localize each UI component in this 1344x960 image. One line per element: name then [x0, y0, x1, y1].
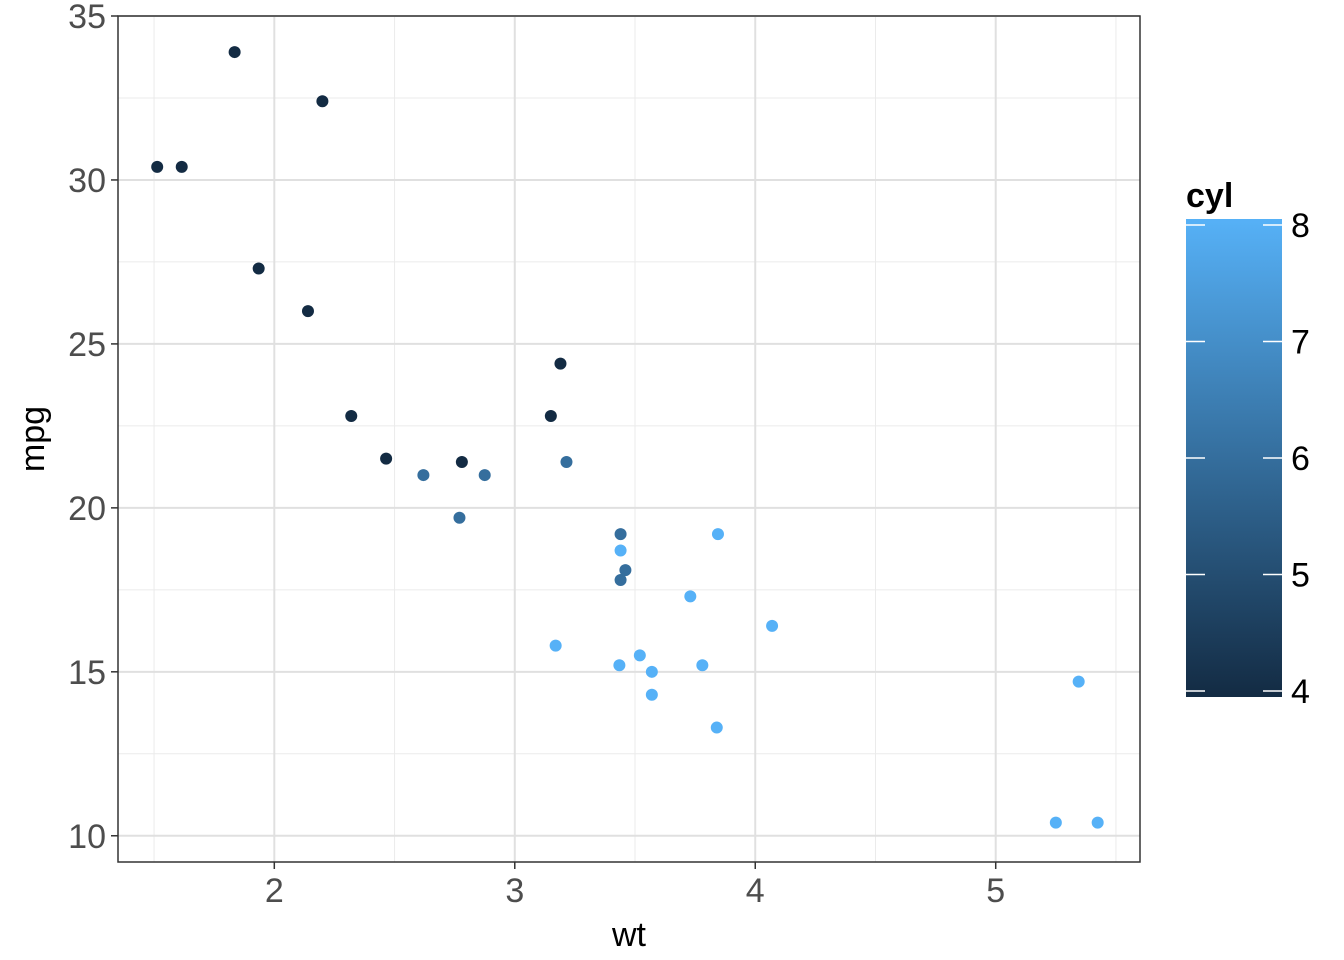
y-tick-label: 10 — [68, 818, 106, 856]
data-point — [549, 639, 562, 652]
x-axis: 2 3 4 5 — [265, 862, 1005, 910]
color-legend: cyl 4 5 6 7 8 — [1186, 177, 1310, 711]
y-tick-label: 35 — [68, 0, 106, 36]
data-point — [252, 262, 265, 275]
data-point — [696, 659, 709, 672]
data-point — [316, 95, 329, 108]
data-point — [478, 469, 491, 482]
data-point — [1091, 816, 1104, 829]
x-tick-label: 4 — [746, 872, 765, 910]
data-points — [151, 46, 1104, 829]
data-point — [766, 619, 779, 632]
data-point — [619, 564, 632, 577]
y-tick-label: 30 — [68, 162, 106, 200]
y-tick-label: 20 — [68, 490, 106, 528]
data-point — [544, 410, 557, 423]
data-point — [1049, 816, 1062, 829]
minor-gridlines — [118, 16, 1140, 862]
data-point — [560, 455, 573, 468]
data-point — [710, 721, 723, 734]
legend-tick-label: 8 — [1291, 207, 1310, 245]
major-gridlines — [118, 15, 1140, 862]
data-point — [711, 528, 724, 541]
data-point — [380, 452, 393, 465]
x-tick-label: 2 — [265, 872, 284, 910]
data-point — [613, 659, 626, 672]
data-point — [1072, 675, 1085, 688]
colorbar-ticks: 4 5 6 7 8 — [1186, 207, 1310, 711]
y-axis-title: mpg — [14, 406, 52, 472]
panel-border — [117, 15, 1141, 863]
data-point — [633, 649, 646, 662]
legend-tick-label: 6 — [1291, 440, 1310, 478]
data-point — [345, 410, 358, 423]
data-point — [645, 688, 658, 701]
panel-background — [118, 16, 1140, 862]
data-point — [554, 357, 567, 370]
y-tick-label: 25 — [68, 326, 106, 364]
data-point — [614, 574, 627, 586]
data-point — [151, 160, 164, 173]
y-axis: 10 15 20 25 30 35 — [68, 0, 118, 856]
data-point — [453, 511, 466, 524]
x-tick-label: 5 — [986, 872, 1005, 910]
y-tick-label: 15 — [68, 654, 106, 692]
plot-panel — [117, 15, 1141, 863]
data-point — [455, 455, 468, 468]
data-point — [228, 46, 241, 59]
legend-tick-label: 4 — [1291, 673, 1310, 711]
data-point — [645, 665, 658, 678]
legend-tick-label: 5 — [1291, 557, 1310, 595]
data-point — [614, 528, 627, 541]
data-point — [175, 160, 188, 173]
data-point — [417, 469, 430, 482]
legend-title: cyl — [1186, 177, 1233, 215]
x-tick-label: 3 — [505, 872, 524, 910]
x-axis-title: wt — [611, 916, 647, 954]
legend-tick-label: 7 — [1291, 324, 1310, 362]
data-point — [684, 590, 697, 603]
data-point — [301, 305, 314, 318]
data-point — [614, 544, 627, 557]
